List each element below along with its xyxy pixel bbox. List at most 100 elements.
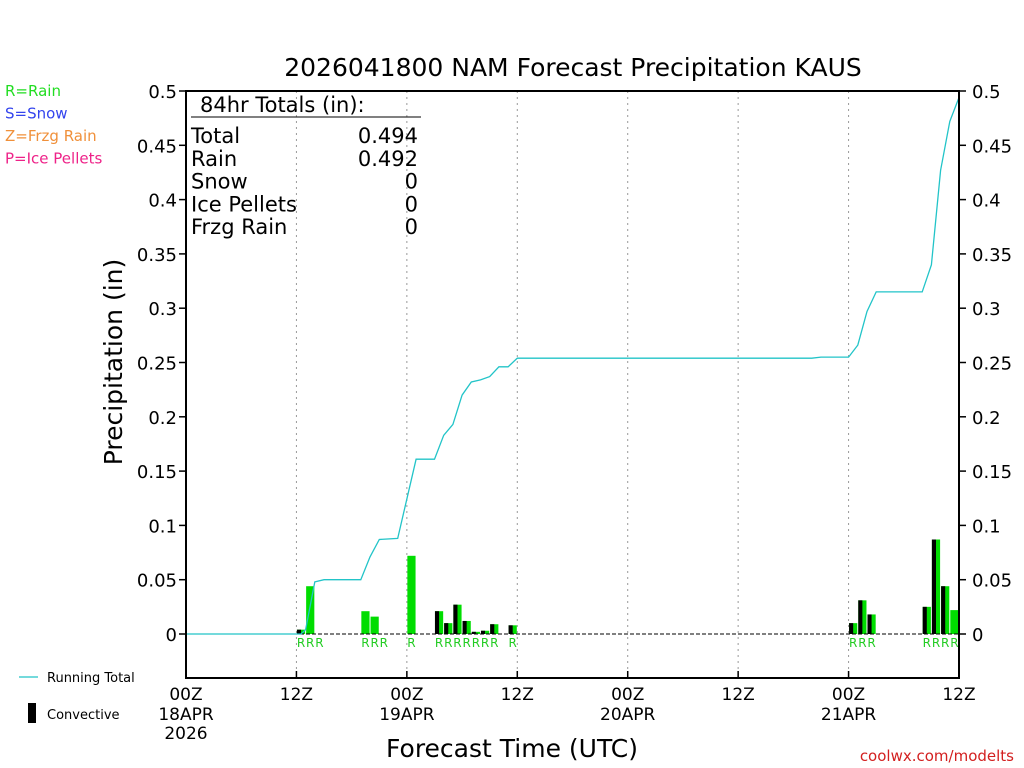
totals-header: 84hr Totals (in):: [200, 93, 365, 117]
precip-type-label: R: [849, 636, 857, 650]
x-tick-date: 18APR: [158, 705, 214, 725]
x-tick-label: 00Z: [390, 685, 423, 705]
precip-bar: [370, 616, 379, 634]
totals-row-label: Snow: [191, 170, 248, 194]
precip-type-label: R: [380, 636, 388, 650]
convective-bar: [444, 623, 449, 634]
y-tick-label-right: 0.05: [972, 571, 1012, 592]
x-tick-date: 20APR: [600, 705, 656, 725]
precip-type-label: R: [490, 636, 498, 650]
precip-type-label: R: [941, 636, 949, 650]
precip-type-label: R: [306, 636, 314, 650]
y-tick-label: 0.3: [148, 299, 177, 320]
convective-bar: [849, 623, 854, 634]
y-tick-label-right: 0.4: [972, 191, 1001, 212]
convective-legend-label: Convective: [47, 708, 120, 723]
convective-bar: [931, 539, 936, 634]
totals-row-label: Rain: [191, 147, 237, 171]
precip-bars: [296, 539, 959, 634]
y-tick-label-right: 0.35: [972, 245, 1012, 266]
x-tick-year: 2026: [164, 724, 207, 744]
precip-type-label: R: [932, 636, 940, 650]
convective-bar: [296, 629, 302, 634]
precip-bar: [407, 555, 416, 634]
y-tick-label-right: 0.45: [972, 136, 1012, 157]
plot-frame: [185, 90, 960, 679]
y-tick-label: 0: [166, 625, 177, 646]
y-tick-label: 0.1: [148, 516, 177, 537]
precip-type-label: R: [867, 636, 875, 650]
precip-bar: [306, 586, 315, 634]
precip-type-label: R: [858, 636, 866, 650]
convective-bar: [480, 630, 486, 634]
x-tick-label: 12Z: [280, 685, 313, 705]
x-tick-label: 12Z: [501, 685, 534, 705]
y-tick-label: 0.35: [137, 245, 177, 266]
y-tick-label: 0.15: [137, 462, 177, 483]
convective-bar: [508, 625, 513, 634]
precip-bar: [950, 610, 959, 634]
precip-type-label: R: [923, 636, 931, 650]
x-tick-label: 12Z: [722, 685, 755, 705]
type-legend-item: R=Rain: [5, 82, 61, 100]
vertical-gridlines: [295, 91, 850, 678]
precip-type-label: R: [481, 636, 489, 650]
convective-bar: [858, 600, 863, 634]
totals-row-value: 0.492: [358, 147, 418, 171]
convective-bar: [471, 631, 476, 634]
precip-type-label: R: [370, 636, 378, 650]
totals-row-value: 0.494: [358, 124, 418, 148]
y-tick-label-right: 0.3: [972, 299, 1001, 320]
totals-row-value: 0: [405, 215, 418, 239]
totals-box: 84hr Totals (in): Total 0.494 Rain 0.492 Sno…: [190, 93, 421, 239]
y-tick-label: 0.4: [148, 191, 177, 212]
convective-bar: [490, 624, 495, 634]
precip-type-label: R: [444, 636, 452, 650]
totals-row-label: Total: [190, 124, 240, 148]
y-tick-label-right: 0.1: [972, 516, 1001, 537]
precip-type-label: R: [509, 636, 517, 650]
y-tick-label-right: 0.5: [972, 82, 1001, 103]
running-total-line: [186, 97, 960, 635]
x-tick-label: 00Z: [611, 685, 644, 705]
precip-type-label: R: [361, 636, 369, 650]
x-tick-date: 19APR: [379, 705, 435, 725]
x-tick-label: 00Z: [832, 685, 865, 705]
precip-type-label: R: [407, 636, 415, 650]
y-axis-left: 0 0.05 0.1 0.15 0.2 0.25 0.3 0.35 0.4 0.45 0.5: [137, 82, 186, 646]
type-legend-item: Z=Frzg Rain: [5, 127, 97, 145]
totals-row-label: Frzg Rain: [191, 215, 287, 239]
y-axis-label: Precipitation (in): [99, 259, 128, 466]
precip-type-legend: R=Rain S=Snow Z=Frzg Rain P=Ice Pellets: [5, 82, 102, 168]
precip-type-label: R: [435, 636, 443, 650]
precip-bar: [361, 611, 370, 634]
convective-bar: [941, 586, 946, 634]
totals-row-label: Ice Pellets: [191, 192, 297, 216]
x-tick-date: 21APR: [821, 705, 877, 725]
running-total-legend-label: Running Total: [47, 671, 135, 686]
convective-legend-swatch: [28, 703, 36, 723]
series-legend: Running Total Convective: [19, 671, 135, 723]
precip-type-label: R: [463, 636, 471, 650]
precip-type-label: R: [315, 636, 323, 650]
y-tick-label-right: 0.2: [972, 408, 1001, 429]
y-tick-label-right: 0.15: [972, 462, 1012, 483]
y-tick-label-right: 0: [972, 625, 983, 646]
convective-bar: [434, 611, 440, 634]
x-tick-label: 00Z: [169, 685, 202, 705]
totals-row-value: 0: [405, 170, 418, 194]
y-tick-label: 0.45: [137, 136, 177, 157]
convective-bar: [453, 604, 458, 634]
convective-bar: [922, 606, 927, 634]
precip-type-label: R: [950, 636, 958, 650]
credit-text: coolwx.com/modelts: [860, 747, 1014, 765]
precip-type-label: R: [472, 636, 480, 650]
y-tick-label: 0.2: [148, 408, 177, 429]
type-legend-item: P=Ice Pellets: [5, 150, 102, 168]
y-axis-right: 0 0.05 0.1 0.15 0.2 0.25 0.3 0.35 0.4 0.45 0.5: [959, 82, 1012, 646]
chart-title: 2026041800 NAM Forecast Precipitation KA…: [284, 53, 862, 82]
